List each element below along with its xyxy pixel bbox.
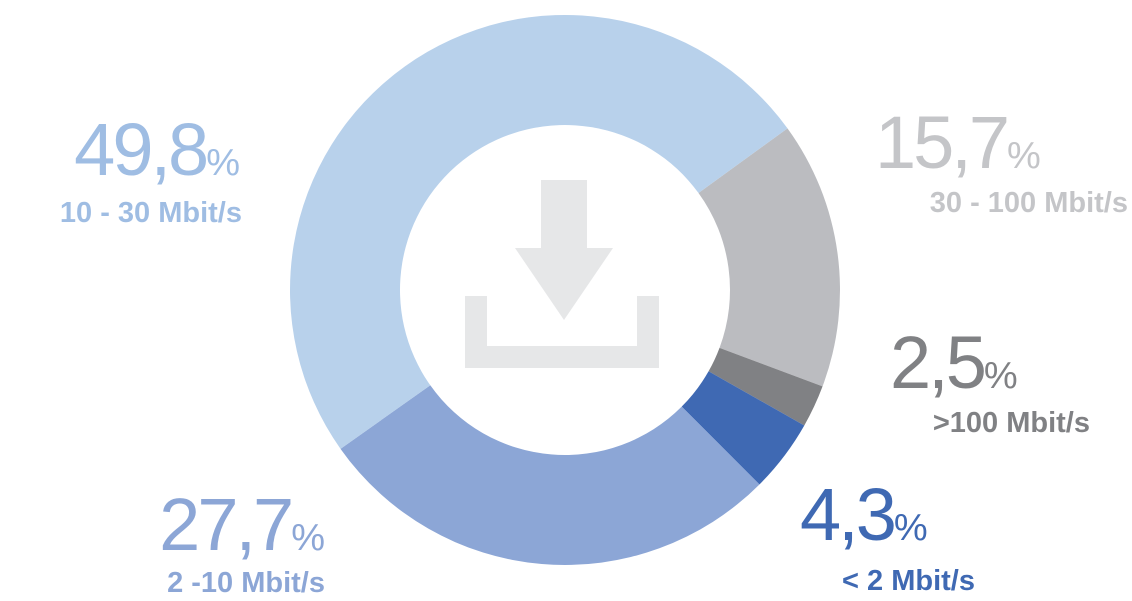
value-unit: % [206,142,240,184]
value-number: 49,8 [74,108,206,191]
value-label: 15,7% [875,101,1041,184]
value-number: 27,7 [159,483,291,566]
value-number: 4,3 [800,473,894,556]
donut-slice [708,347,823,426]
donut-slice [340,385,760,565]
value-label: 2,5% [890,321,1018,404]
donut-slice [681,371,805,485]
category-label: < 2 Mbit/s [842,565,975,597]
value-unit: % [1007,135,1041,177]
category-label: 30 - 100 Mbit/s [930,187,1128,219]
value-number: 2,5 [890,321,985,404]
category-label: 10 - 30 Mbit/s [60,197,242,229]
donut-slice [698,128,841,387]
value-label: 27,7% [159,483,325,566]
donut-slice [289,14,788,449]
value-label: 4,3% [800,473,928,556]
value-label: 49,8% [74,108,240,191]
value-unit: % [291,517,325,559]
download-icon [465,180,659,368]
value-unit: % [984,355,1018,397]
category-label: 2 -10 Mbit/s [167,567,325,599]
value-number: 15,7 [875,101,1007,184]
value-unit: % [894,507,928,549]
category-label: >100 Mbit/s [933,407,1090,439]
